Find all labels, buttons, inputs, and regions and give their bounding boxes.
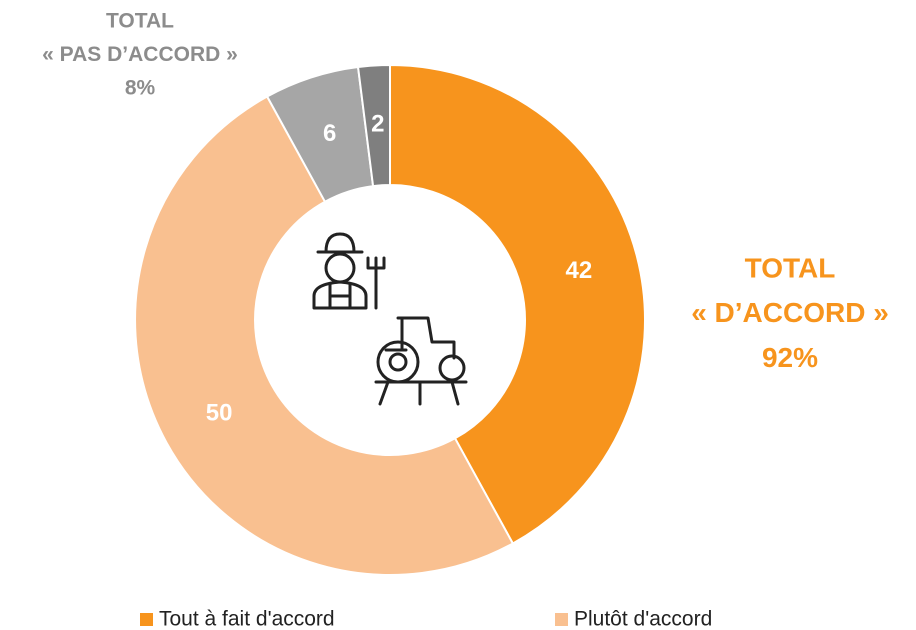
pitchfork bbox=[366, 256, 386, 310]
data-label: 50 bbox=[206, 399, 233, 426]
slice bbox=[356, 63, 391, 188]
tractor-hub bbox=[388, 352, 408, 372]
farmer-body bbox=[312, 280, 368, 310]
legend-swatch bbox=[140, 613, 153, 626]
tractor-wheel bbox=[438, 354, 466, 382]
tractor-wheel bbox=[376, 340, 420, 384]
annotation: « PAS D’ACCORD » bbox=[42, 43, 238, 66]
farmer-head bbox=[324, 252, 356, 284]
annotation: 92% bbox=[762, 342, 818, 373]
annotation: « D’ACCORD » bbox=[691, 297, 889, 328]
legend-label: Tout à fait d'accord bbox=[159, 608, 335, 630]
slice bbox=[134, 95, 515, 576]
icons bbox=[312, 232, 468, 406]
tractor-cab bbox=[384, 316, 456, 360]
data-label: 2 bbox=[371, 111, 384, 138]
legend-swatch bbox=[555, 613, 568, 626]
annotation: 8% bbox=[125, 77, 156, 100]
slices bbox=[134, 63, 646, 576]
tractor-base bbox=[374, 380, 468, 406]
data-label: 6 bbox=[323, 120, 336, 147]
farmer-hat bbox=[316, 232, 364, 254]
annotation: TOTAL bbox=[745, 252, 836, 283]
legend-label: Plutôt d'accord bbox=[574, 608, 712, 630]
slice bbox=[389, 63, 646, 545]
data-label: 42 bbox=[566, 257, 593, 284]
annotation: TOTAL bbox=[106, 10, 174, 33]
